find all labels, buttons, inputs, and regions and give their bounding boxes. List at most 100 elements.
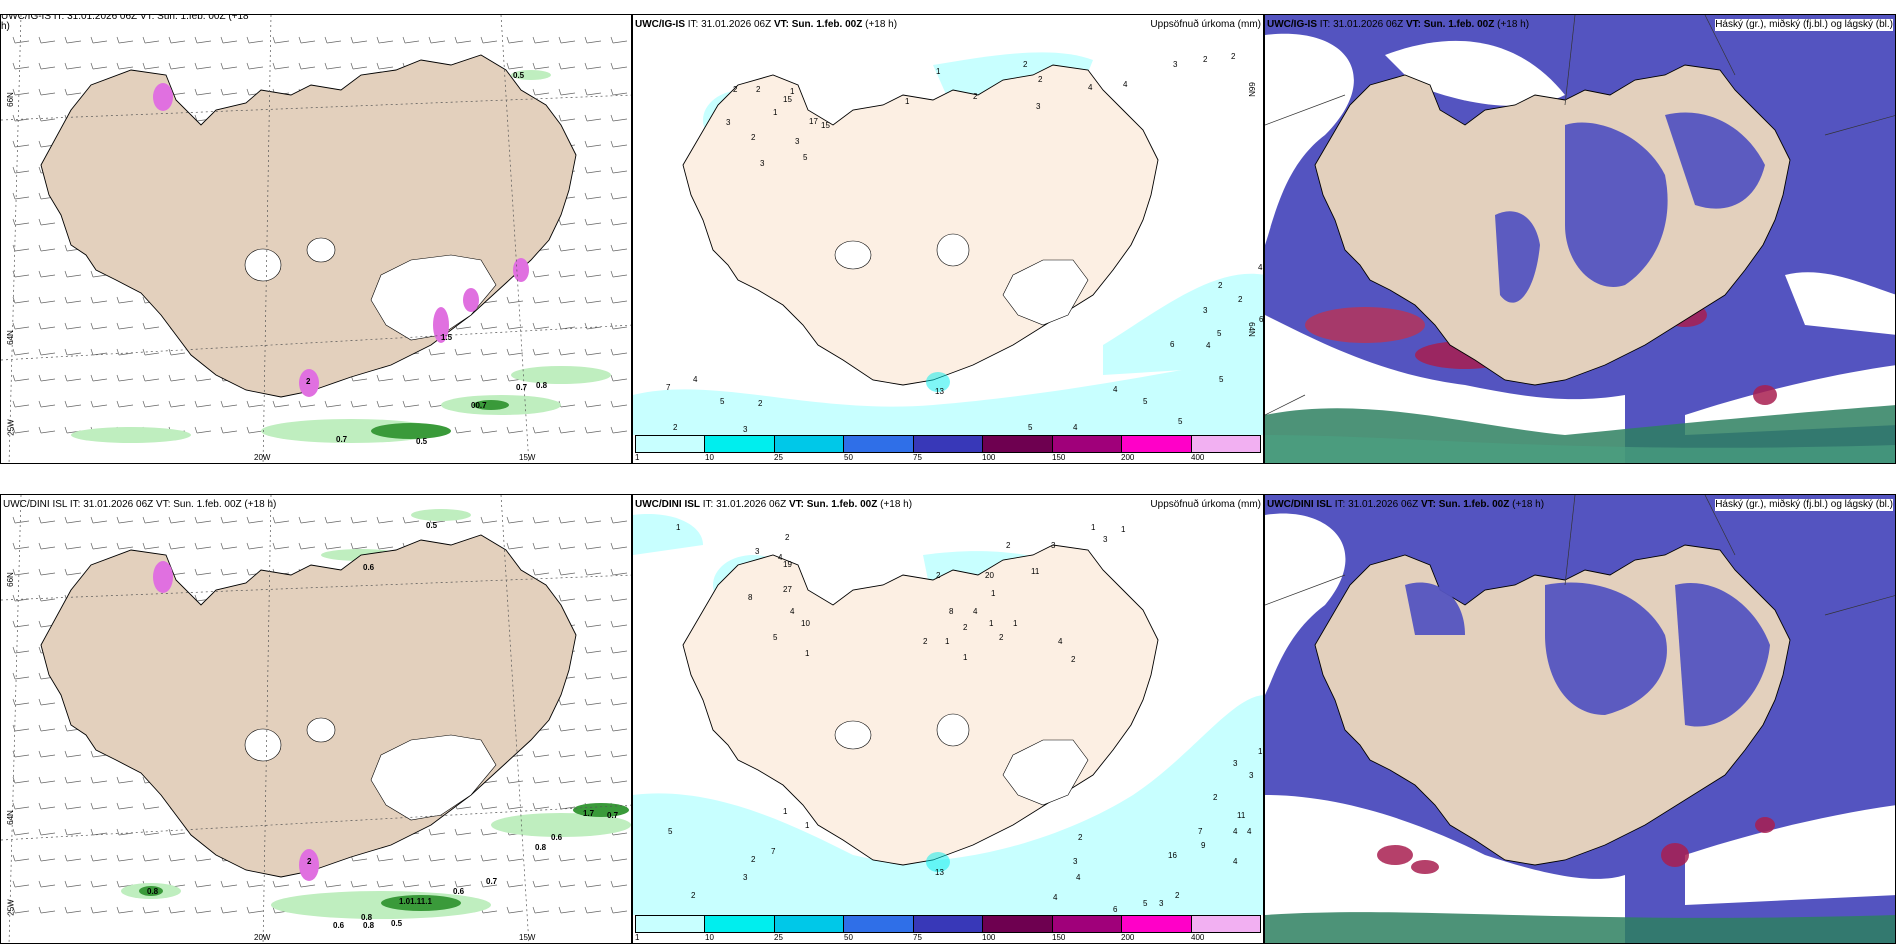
contour-label: 0.5 — [513, 71, 525, 80]
precip-value: 1 — [1258, 747, 1263, 756]
contour-label: 0.5 — [391, 919, 403, 928]
contour-label: 0.5 — [426, 521, 438, 530]
contour-label: 0.8 — [361, 913, 373, 922]
cloud-panel-dini: UWC/DINI ISL IT: 31.01.2026 06Z VT: Sun.… — [1264, 494, 1896, 944]
lon-label-20w: 20W — [254, 453, 271, 462]
valid-time: Sun. 1.feb. 00Z — [1423, 19, 1495, 30]
precip-value: 1 — [905, 97, 910, 106]
colorbar-segment — [774, 436, 845, 452]
precip-value: 3 — [1159, 899, 1164, 908]
cloud-layers-title: Háský (gr.), miðský (fj.bl.) og lágský (… — [1715, 499, 1893, 511]
colorbar-ticks: 1 10 25 50 75 100 150 200 400 — [635, 453, 1261, 463]
lat-label-64n: 64N — [5, 330, 15, 345]
colorbar-tick: 400 — [1191, 453, 1205, 462]
precip-value: 5 — [1217, 329, 1222, 338]
precip-value: 7 — [771, 847, 776, 856]
init-time: IT: 31.01.2026 06Z — [1319, 19, 1404, 30]
precip-value: 15 — [821, 121, 830, 130]
precip-map-dini — [633, 495, 1263, 943]
lat-label-66n: 66N — [5, 92, 15, 107]
init-time: IT: 31.01.2026 06Z — [702, 499, 787, 510]
colorbar-tick: 25 — [774, 933, 783, 942]
precip-value: 2 — [756, 85, 761, 94]
cloud-panel-title-dini: UWC/DINI ISL IT: 31.01.2026 06Z VT: Sun.… — [1267, 499, 1544, 511]
precip-value: 17 — [809, 117, 818, 126]
precip-value: 19 — [783, 560, 792, 569]
precip-value: 2 — [999, 633, 1004, 642]
colorbar-tick: 1 — [635, 933, 640, 942]
precip-value: 20 — [985, 571, 994, 580]
cloud-panel-igis: UWC/IG-IS IT: 31.01.2026 06Z VT: Sun. 1.… — [1264, 14, 1896, 464]
colorbar-segment — [1191, 436, 1260, 452]
contour-label: 0.6 — [363, 563, 375, 572]
precip-value: 1 — [790, 87, 795, 96]
precip-value: 6 — [1113, 905, 1118, 914]
precip-value: 5 — [668, 827, 673, 836]
colorbar-tick: 50 — [844, 933, 853, 942]
colorbar-segment — [844, 436, 914, 452]
colorbar-tick: 10 — [705, 453, 714, 462]
precip-value: 1 — [773, 108, 778, 117]
contour-label: 00.7 — [471, 401, 487, 410]
precip-value: 4 — [1123, 80, 1128, 89]
valid-time-label: VT: — [773, 19, 789, 30]
precip-value: 4 — [1076, 873, 1081, 882]
precip-value: 1 — [936, 67, 941, 76]
precip-value: 1 — [991, 589, 996, 598]
colorbar-tick: 200 — [1121, 453, 1135, 462]
colorbar-segment — [844, 916, 914, 932]
precip-value: 1 — [963, 653, 968, 662]
colorbar-segment — [913, 436, 984, 452]
precip-value: 7 — [666, 383, 671, 392]
precip-value: 3 — [1051, 541, 1056, 550]
precip-value: 1 — [1013, 619, 1018, 628]
precip-value: 4 — [1088, 83, 1093, 92]
contour-label: 0.5 — [416, 437, 428, 446]
precip-value: 3 — [755, 547, 760, 556]
colorbar-segment — [1122, 436, 1192, 452]
precip-value: 4 — [790, 607, 795, 616]
colorbar-tick: 1 — [635, 453, 640, 462]
precip-value: 2 — [1218, 281, 1223, 290]
contour-label: 0.7 — [516, 383, 528, 392]
precip-value: 2 — [1006, 541, 1011, 550]
precip-value: 2 — [691, 891, 696, 900]
precip-value: 27 — [783, 585, 792, 594]
colorbar-tick: 50 — [844, 453, 853, 462]
contour-label: 2 — [306, 377, 311, 386]
colorbar-ticks: 1 10 25 50 75 100 150 200 400 — [635, 933, 1261, 943]
precip-value: 3 — [1249, 771, 1254, 780]
lat-label-66n: 66N — [5, 572, 15, 587]
precip-value: 10 — [801, 619, 810, 628]
lon-label-25w: 25W — [6, 419, 16, 436]
precip-units-title: Uppsöfnuð úrkoma (mm) — [1150, 19, 1261, 30]
precip-value: 3 — [1036, 102, 1041, 111]
contour-label: 0.7 — [607, 811, 619, 820]
precip-value: 1 — [805, 821, 810, 830]
precip-value: 4 — [1233, 827, 1238, 836]
precip-value: 2 — [1023, 60, 1028, 69]
colorbar-tick: 200 — [1121, 933, 1135, 942]
contour-label: 0.8 — [535, 843, 547, 852]
precip-units-title: Uppsöfnuð úrkoma (mm) — [1150, 499, 1261, 510]
contour-label: 0.8 — [147, 887, 159, 896]
precip-value: 2 — [1078, 833, 1083, 842]
precip-value: 1 — [945, 637, 950, 646]
colorbar-segment — [913, 916, 984, 932]
precip-value: 3 — [726, 118, 731, 127]
precip-value: 3 — [795, 137, 800, 146]
lat-label-64n: 64N — [5, 810, 15, 825]
valid-time: Sun. 1.feb. 00Z — [791, 19, 863, 30]
precip-value: 3 — [1103, 535, 1108, 544]
lead-time: (+18 h) — [880, 499, 913, 510]
lead-time: (+18 h) — [865, 19, 898, 30]
precip-value: 5 — [1143, 899, 1148, 908]
colorbar-segment — [1191, 916, 1260, 932]
precip-value: 13 — [935, 868, 944, 877]
precip-value: 4 — [1113, 385, 1118, 394]
model-name: UWC/IG-IS — [1267, 19, 1317, 30]
precip-value: 2 — [785, 533, 790, 542]
contour-label: 0.6 — [453, 887, 465, 896]
colorbar-tick: 150 — [1052, 933, 1066, 942]
precip-value: 4 — [693, 375, 698, 384]
